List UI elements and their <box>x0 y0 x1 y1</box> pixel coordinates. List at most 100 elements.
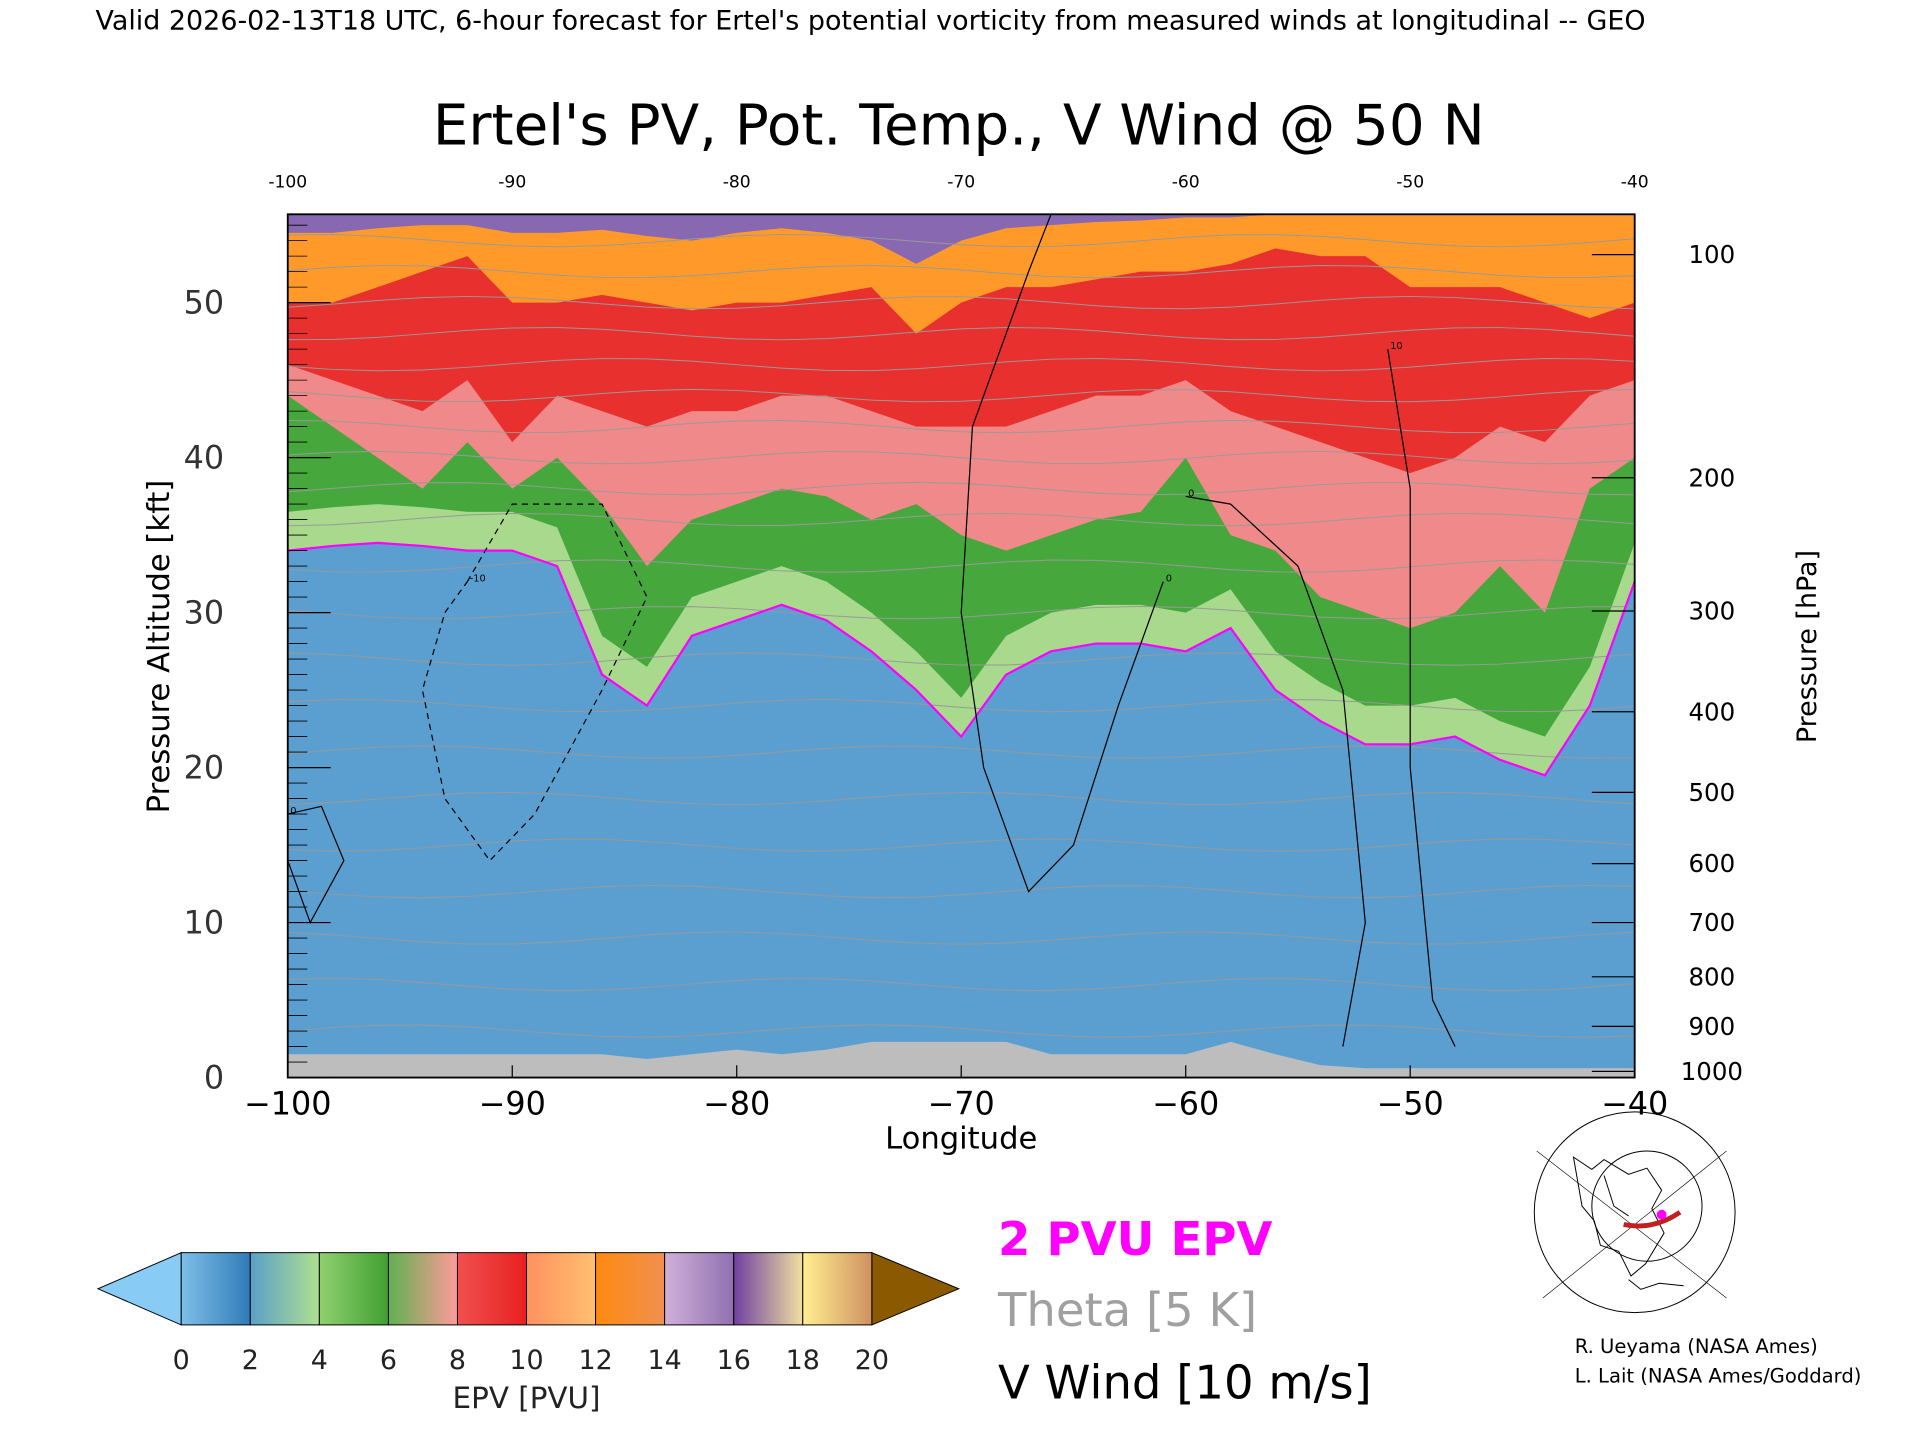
wind-contour <box>421 503 648 862</box>
x-tick-label: −80 <box>703 1084 770 1122</box>
map-coastlines <box>1572 1156 1684 1290</box>
theta-contour <box>287 357 1635 372</box>
colorbar-tick-label: 6 <box>380 1345 397 1376</box>
epv-band-2pvu <box>287 542 1635 1078</box>
y-tick-label: 20 <box>184 749 225 787</box>
colorbar-segment <box>595 1252 666 1326</box>
x-top-tick-label: -40 <box>1621 172 1649 192</box>
theta-contour <box>287 326 1635 341</box>
x-top-tick-label: -90 <box>498 172 526 192</box>
colorbar-segment <box>180 1252 251 1326</box>
plot-area: 0 0 10 -10 0 <box>287 214 1635 1078</box>
wind-contour-label: 0 <box>1188 488 1194 499</box>
colorbar: 0 2 4 6 8 10 12 14 16 18 20 <box>96 1251 961 1376</box>
x-tick-label: −100 <box>244 1084 331 1122</box>
pressure-tick-label: 900 <box>1688 1012 1735 1041</box>
axes: −100-100−90-90−80-80−70-70−60-60−50-50−4… <box>184 172 1743 1122</box>
colorbar-tick-label: 8 <box>449 1345 466 1376</box>
legend-theta: Theta [5 K] <box>997 1283 1257 1337</box>
y-axis-label: Pressure Altitude [kft] <box>142 480 177 814</box>
colorbar-segment <box>387 1252 458 1326</box>
wind-contour <box>960 214 1164 893</box>
wind-contour <box>287 805 345 925</box>
colorbar-segment <box>318 1252 389 1326</box>
wind-contour-label: 0 <box>1166 574 1172 585</box>
wind-contour-label: 10 <box>1390 341 1402 352</box>
colorbar-segment <box>526 1252 597 1326</box>
colorbar-tick-label: 10 <box>509 1345 543 1376</box>
theta-contour <box>287 419 1635 434</box>
legend-wind: V Wind [10 m/s] <box>998 1355 1372 1409</box>
credit-line1: R. Ueyama (NASA Ames) <box>1575 1335 1818 1358</box>
x-tick-label: −40 <box>1601 1084 1668 1122</box>
x-top-tick-label: -60 <box>1172 172 1200 192</box>
theta-contour <box>287 884 1635 899</box>
colorbar-segment <box>456 1252 528 1326</box>
x-top-tick-label: -70 <box>947 172 975 192</box>
map-outer-circle <box>1533 1111 1736 1314</box>
x-tick-label: −70 <box>928 1084 995 1122</box>
y2-axis-label: Pressure [hPa] <box>1792 550 1823 743</box>
theta-contour <box>287 1024 1635 1038</box>
theta-contour <box>287 233 1635 248</box>
theta-contour <box>287 388 1635 403</box>
colorbar-tick-label: 0 <box>173 1345 190 1376</box>
theta-contour <box>287 838 1635 852</box>
pressure-tick-label: 200 <box>1688 463 1735 492</box>
pressure-tick-label: 300 <box>1688 597 1735 626</box>
colorbar-over-triangle <box>871 1251 961 1326</box>
wind-contour-label: -10 <box>470 574 486 585</box>
colorbar-tick-label: 18 <box>786 1345 820 1376</box>
theta-contour <box>287 977 1635 992</box>
x-tick-label: −90 <box>479 1084 546 1122</box>
theta-contour <box>287 481 1635 496</box>
y-tick-label: 30 <box>184 594 225 632</box>
map-section-line <box>1623 1210 1682 1229</box>
y-tick-label: 0 <box>204 1059 224 1097</box>
pressure-tick-label: 100 <box>1688 240 1735 269</box>
ground-topography <box>287 1041 1635 1078</box>
theta-contour <box>287 295 1635 310</box>
colorbar-tick-label: 12 <box>578 1345 612 1376</box>
pressure-tick-label: 600 <box>1688 849 1735 878</box>
colorbar-under-triangle <box>96 1251 182 1326</box>
y-tick-label: 50 <box>184 284 225 322</box>
colorbar-segment <box>249 1252 320 1326</box>
colorbar-segment <box>802 1252 873 1326</box>
y-tick-label: 40 <box>184 439 225 477</box>
wind-contour <box>1185 495 1366 1047</box>
credit-line2: L. Lait (NASA Ames/Goddard) <box>1575 1364 1862 1387</box>
x-top-tick-label: -50 <box>1396 172 1424 192</box>
wind-contour-label: 0 <box>290 806 296 817</box>
chart-title: Ertel's PV, Pot. Temp., V Wind @ 50 N <box>433 93 1485 158</box>
pressure-tick-label: 700 <box>1688 908 1735 937</box>
x-axis-label: Longitude <box>885 1122 1037 1157</box>
theta-contour <box>287 450 1635 465</box>
colorbar-label: EPV [PVU] <box>453 1381 601 1415</box>
legend-pv: 2 PVU EPV <box>998 1212 1272 1266</box>
colorbar-segment <box>664 1252 735 1326</box>
theta-contour <box>287 791 1635 806</box>
colorbar-tick-label: 14 <box>648 1345 682 1376</box>
header-text: Valid 2026-02-13T18 UTC, 6-hour forecast… <box>96 5 1646 36</box>
colorbar-segment <box>733 1252 804 1326</box>
x-top-tick-label: -100 <box>268 172 307 192</box>
colorbar-tick-label: 2 <box>242 1345 259 1376</box>
theta-contour <box>287 931 1635 945</box>
x-top-tick-label: -80 <box>723 172 751 192</box>
pressure-tick-label: 400 <box>1688 697 1735 726</box>
y-tick-label: 10 <box>184 904 225 942</box>
wind-contour <box>1387 349 1456 1047</box>
map-section-marker <box>1656 1209 1667 1220</box>
pressure-tick-label: 500 <box>1688 778 1735 807</box>
x-tick-label: −50 <box>1377 1084 1444 1122</box>
pressure-tick-label: 800 <box>1688 962 1735 991</box>
x-tick-label: −60 <box>1152 1084 1219 1122</box>
pressure-tick-label: 1000 <box>1681 1057 1743 1086</box>
locator-map <box>1533 1111 1736 1314</box>
theta-contour <box>287 264 1635 279</box>
colorbar-tick-label: 16 <box>717 1345 751 1376</box>
colorbar-tick-label: 20 <box>855 1345 889 1376</box>
colorbar-tick-label: 4 <box>311 1345 328 1376</box>
